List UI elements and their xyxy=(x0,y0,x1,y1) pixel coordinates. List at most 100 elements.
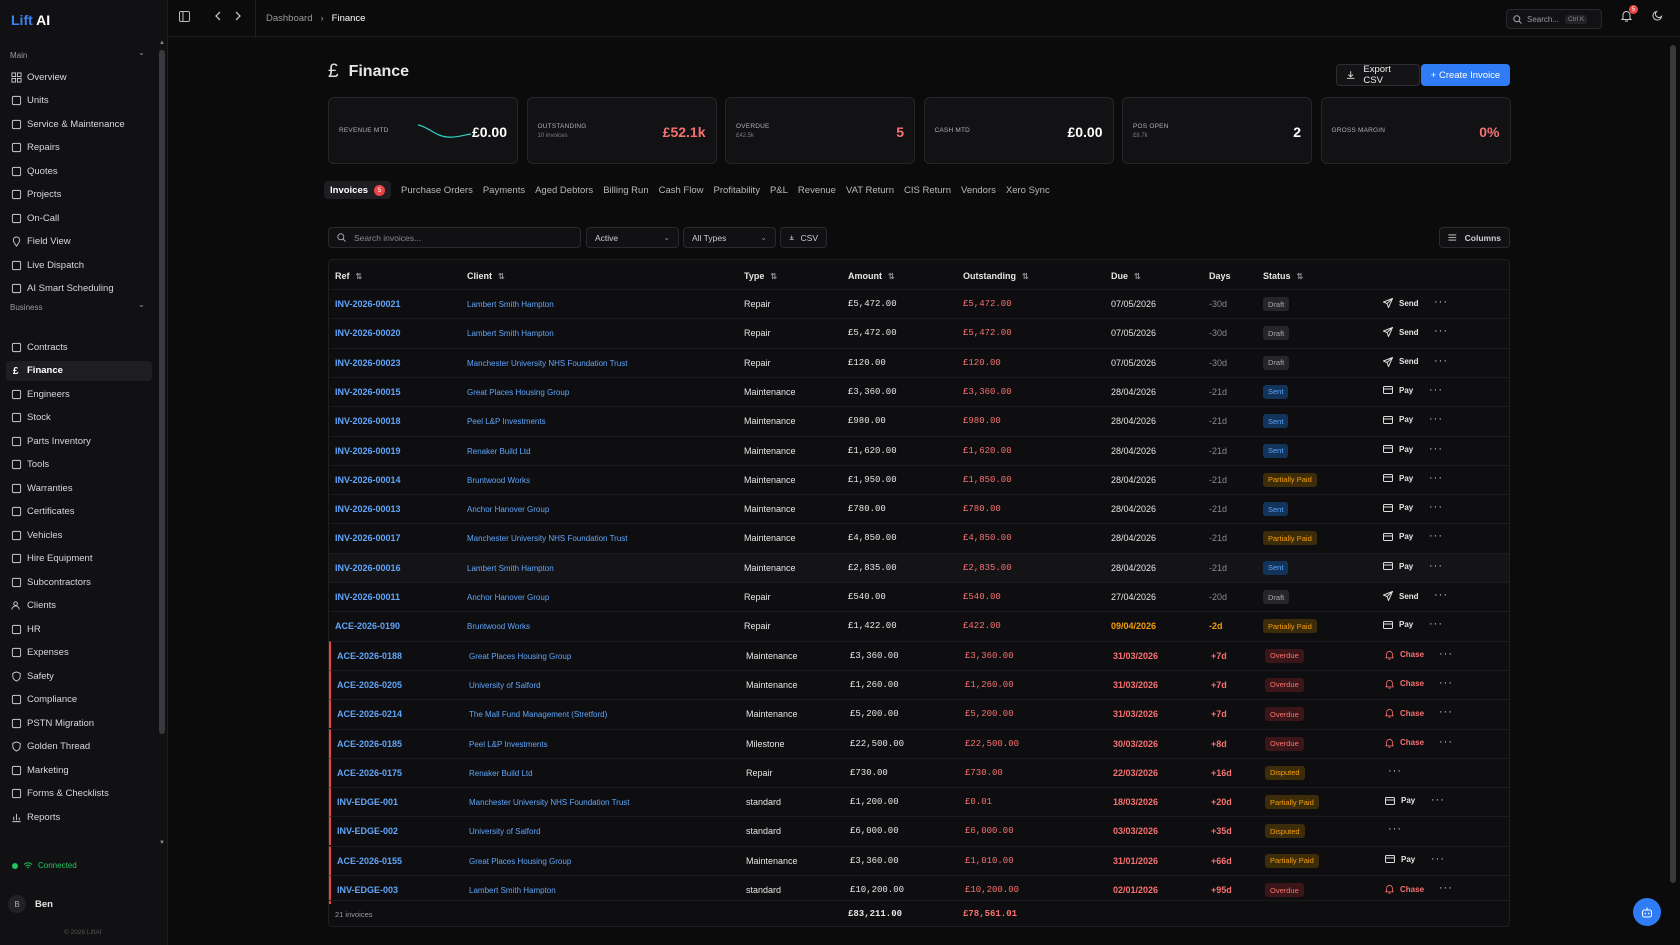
invoice-ref-link[interactable]: INV-2026-00018 xyxy=(335,416,401,427)
sidebar-item-repairs[interactable]: Repairs xyxy=(6,138,152,158)
column-header-outstanding[interactable]: Outstanding ⇅ xyxy=(963,271,1029,281)
more-actions-icon[interactable]: ··· xyxy=(1439,647,1453,660)
table-row[interactable]: INV-EDGE-003 Lambert Smith Hampton standar… xyxy=(329,875,1509,904)
invoice-ref-link[interactable]: ACE-2026-0175 xyxy=(337,767,403,778)
table-row[interactable]: ACE-2026-0185 Peel L&P Investments Milesto… xyxy=(329,728,1509,758)
more-actions-icon[interactable]: ··· xyxy=(1429,618,1443,631)
sidebar-item-service-maintenance[interactable]: Service & Maintenance xyxy=(6,114,152,134)
status-filter-select[interactable]: Active ⌄ xyxy=(586,227,679,248)
sidebar-item-ai-smart-scheduling[interactable]: AI Smart Scheduling xyxy=(6,279,152,299)
invoice-ref-link[interactable]: ACE-2026-0188 xyxy=(337,650,403,661)
table-row[interactable]: INV-2026-00021 Lambert Smith Hampton Repai… xyxy=(329,289,1509,318)
pay-button[interactable]: Pay xyxy=(1383,620,1413,629)
sidebar-item-golden-thread[interactable]: Golden Thread xyxy=(6,737,152,757)
tab-aged-debtors[interactable]: Aged Debtors xyxy=(535,181,593,199)
client-link[interactable]: Renaker Build Ltd xyxy=(469,768,533,778)
table-row[interactable]: INV-2026-00011 Anchor Hanover Group Repair… xyxy=(329,582,1509,611)
sidebar-item-vehicles[interactable]: Vehicles xyxy=(6,525,152,545)
client-link[interactable]: Peel L&P Investments xyxy=(467,417,546,427)
sidebar-item-forms-checklists[interactable]: Forms & Checklists xyxy=(6,784,152,804)
client-link[interactable]: Great Places Housing Group xyxy=(469,651,572,661)
sidebar-item-engineers[interactable]: Engineers xyxy=(6,384,152,404)
scroll-down-icon[interactable]: ▼ xyxy=(159,840,165,846)
kpi-card-gross-margin[interactable]: GROSS MARGIN 0% xyxy=(1320,97,1511,164)
client-link[interactable]: Peel L&P Investments xyxy=(469,739,548,749)
sidebar-item-quotes[interactable]: Quotes xyxy=(6,161,152,181)
client-link[interactable]: Lambert Smith Hampton xyxy=(467,563,554,573)
invoice-ref-link[interactable]: ACE-2026-0155 xyxy=(337,855,403,866)
table-row[interactable]: ACE-2026-0205 University of Salford Mainte… xyxy=(329,669,1509,699)
column-header-status[interactable]: Status ⇅ xyxy=(1263,271,1303,281)
more-actions-icon[interactable]: ··· xyxy=(1431,852,1445,865)
more-actions-icon[interactable]: ··· xyxy=(1434,296,1448,308)
more-actions-icon[interactable]: ··· xyxy=(1434,325,1448,338)
table-row[interactable]: ACE-2026-0214 The Mall Fund Management (S… xyxy=(329,699,1509,729)
table-row[interactable]: INV-2026-00015 Great Places Housing Group… xyxy=(329,376,1509,406)
invoice-ref-link[interactable]: INV-2026-00019 xyxy=(335,445,401,456)
table-row[interactable]: INV-2026-00017 Manchester University NHS … xyxy=(329,523,1509,552)
client-link[interactable]: Great Places Housing Group xyxy=(469,856,572,866)
column-header-due[interactable]: Due ⇅ xyxy=(1111,271,1141,281)
sidebar-item-clients[interactable]: Clients xyxy=(6,596,152,616)
more-actions-icon[interactable]: ··· xyxy=(1434,354,1448,367)
table-row[interactable]: INV-2026-00013 Anchor Hanover Group Mainte… xyxy=(329,494,1509,523)
sidebar-item-field-view[interactable]: Field View xyxy=(6,232,152,252)
client-link[interactable]: Anchor Hanover Group xyxy=(467,593,550,602)
invoice-ref-link[interactable]: INV-2026-00023 xyxy=(335,357,401,368)
collapse-main-icon[interactable]: ⌄ xyxy=(138,48,145,57)
column-header-amount[interactable]: Amount ⇅ xyxy=(848,271,895,281)
kpi-card-cash-mtd[interactable]: CASH MTD £0.00 xyxy=(923,97,1114,164)
table-row[interactable]: INV-2026-00019 Renaker Build Ltd Maintenan… xyxy=(329,435,1509,465)
tab-cis-return[interactable]: CIS Return xyxy=(904,181,951,199)
app-logo[interactable]: Lift AI xyxy=(11,12,51,28)
more-actions-icon[interactable]: ··· xyxy=(1429,442,1443,455)
type-filter-select[interactable]: All Types ⌄ xyxy=(683,227,776,248)
tab-vendors[interactable]: Vendors xyxy=(961,181,996,199)
table-row[interactable]: INV-2026-00014 Bruntwood Works Maintenance… xyxy=(329,464,1509,494)
sidebar-scrollbar[interactable]: ▲ ▼ xyxy=(159,40,165,848)
invoice-ref-link[interactable]: INV-2026-00016 xyxy=(335,562,401,573)
sidebar-item-on-call[interactable]: On-Call xyxy=(6,208,152,228)
sidebar-item-marketing[interactable]: Marketing xyxy=(6,760,152,780)
invoice-ref-link[interactable]: INV-2026-00014 xyxy=(335,474,401,485)
send-button[interactable]: Send xyxy=(1383,298,1419,308)
client-link[interactable]: University of Salford xyxy=(469,827,541,837)
pay-button[interactable]: Pay xyxy=(1383,474,1413,483)
sidebar-item-live-dispatch[interactable]: Live Dispatch xyxy=(6,255,152,275)
more-actions-icon[interactable]: ··· xyxy=(1429,501,1443,514)
table-row[interactable]: INV-EDGE-001 Manchester University NHS Fo… xyxy=(329,787,1509,817)
pay-button[interactable]: Pay xyxy=(1383,445,1413,454)
invoice-ref-link[interactable]: INV-EDGE-001 xyxy=(337,797,399,808)
sidebar-item-pstn-migration[interactable]: PSTN Migration xyxy=(6,713,152,733)
client-link[interactable]: The Mall Fund Management (Stretford) xyxy=(469,710,608,720)
sidebar-item-hire-equipment[interactable]: Hire Equipment xyxy=(6,549,152,569)
export-csv-button[interactable]: Export CSV xyxy=(1336,64,1420,86)
sidebar-item-safety[interactable]: Safety xyxy=(6,666,152,686)
invoice-ref-link[interactable]: INV-2026-00021 xyxy=(335,299,401,309)
tab-cash-flow[interactable]: Cash Flow xyxy=(659,181,704,199)
invoice-ref-link[interactable]: ACE-2026-0185 xyxy=(337,738,403,749)
table-row[interactable]: ACE-2026-0188 Great Places Housing Group M… xyxy=(329,640,1509,670)
client-link[interactable]: Anchor Hanover Group xyxy=(467,505,550,515)
more-actions-icon[interactable]: ··· xyxy=(1439,706,1453,719)
csv-button[interactable]: CSV xyxy=(780,227,827,248)
column-header-client[interactable]: Client ⇅ xyxy=(467,271,505,281)
more-actions-icon[interactable]: ··· xyxy=(1429,413,1443,426)
pay-button[interactable]: Pay xyxy=(1383,532,1413,541)
tab-billing-run[interactable]: Billing Run xyxy=(603,181,648,199)
chase-button[interactable]: Chase xyxy=(1385,884,1424,894)
client-link[interactable]: Great Places Housing Group xyxy=(467,387,570,397)
table-row[interactable]: ACE-2026-0175 Renaker Build Ltd Repair £730… xyxy=(329,757,1509,787)
client-link[interactable]: Renaker Build Ltd xyxy=(467,446,531,456)
invoice-ref-link[interactable]: INV-2026-00013 xyxy=(335,504,401,515)
client-link[interactable]: Manchester University NHS Foundation Tru… xyxy=(469,798,630,808)
sidebar-item-warranties[interactable]: Warranties xyxy=(6,478,152,498)
client-link[interactable]: University of Salford xyxy=(469,680,541,690)
tab-xero-sync[interactable]: Xero Sync xyxy=(1006,181,1050,199)
sidebar-scroll-thumb[interactable] xyxy=(159,50,165,734)
send-button[interactable]: Send xyxy=(1383,327,1419,338)
assistant-button[interactable] xyxy=(1633,898,1661,926)
column-header-ref[interactable]: Ref ⇅ xyxy=(335,271,362,281)
sidebar-item-compliance[interactable]: Compliance xyxy=(6,690,152,710)
client-link[interactable]: Manchester University NHS Foundation Tru… xyxy=(467,534,628,544)
